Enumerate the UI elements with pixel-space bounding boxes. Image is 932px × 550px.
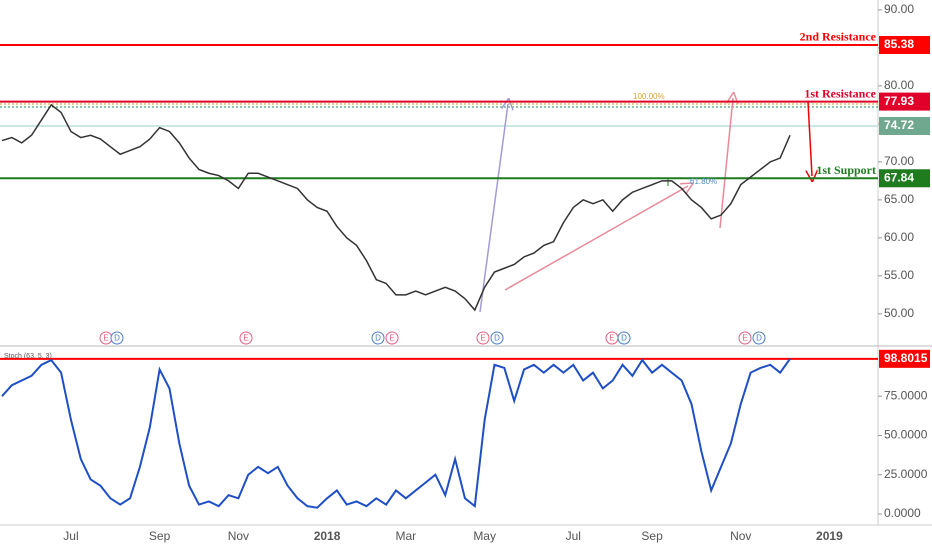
event-label: D [756,334,762,343]
level-value: 85.38 [884,37,914,51]
fib-label: 61.80% [690,177,717,186]
event-marker [738,331,752,345]
level-name: 1st Resistance [804,86,876,100]
x-tick-label: Mar [396,529,417,543]
event-label: E [609,334,614,343]
event-marker [617,331,631,345]
x-tick-label: Jul [566,529,581,543]
event-marker [385,331,399,345]
target-arrow [808,101,812,176]
series-line [1,103,791,312]
event-label: E [742,334,747,343]
level-value-box [879,92,930,111]
event-label: D [375,334,381,343]
stoch-value-box [879,349,930,368]
event-label: E [243,334,248,343]
level-value: 67.84 [884,170,914,184]
y-tick-label: 50.0000 [884,428,928,442]
event-label: E [389,334,394,343]
fib-label: 100.00% [633,92,665,101]
x-tick-label: Nov [228,529,249,543]
event-marker [110,331,124,345]
stoch-value: 98.8015 [884,351,928,365]
indicator-title: Stoch (63, 5, 3) [4,353,52,360]
x-tick-label: 2018 [314,529,341,543]
event-marker [752,331,766,345]
y-tick-label: 0.0000 [884,506,921,520]
y-tick-label: 80.00 [884,78,914,92]
y-tick-label: 70.00 [884,154,914,168]
last-price-box [879,116,930,135]
event-marker [371,331,385,345]
event-marker [490,331,504,345]
level-value-box [879,35,930,54]
last-price: 74.72 [884,118,914,132]
projection-arrow [479,104,508,313]
y-tick-label: 65.00 [884,192,914,206]
y-tick-label: 50.00 [884,306,914,320]
y-tick-label: 60.00 [884,230,914,244]
event-marker [476,331,490,345]
y-tick-label: 75.0000 [884,388,928,402]
x-tick-label: Jul [63,529,78,543]
projection-arrow [719,98,733,229]
event-label: E [103,334,108,343]
level-name: 1st Support [816,163,876,177]
event-label: D [621,334,627,343]
event-label: E [480,334,485,343]
x-tick-label: Sep [149,529,171,543]
level-value: 77.93 [884,94,914,108]
event-label: D [114,334,120,343]
x-tick-label: 2019 [816,529,843,543]
event-label: D [494,334,500,343]
y-tick-label: 55.00 [884,268,914,282]
series-line [1,358,791,509]
y-tick-label: 90.00 [884,2,914,16]
level-name: 2nd Resistance [800,30,877,44]
x-tick-label: Nov [730,529,751,543]
level-value-box [879,169,930,188]
x-tick-label: May [473,529,496,543]
projection-arrow [504,186,688,291]
event-marker [239,331,253,345]
x-tick-label: Sep [641,529,663,543]
y-tick-label: 25.0000 [884,467,928,481]
